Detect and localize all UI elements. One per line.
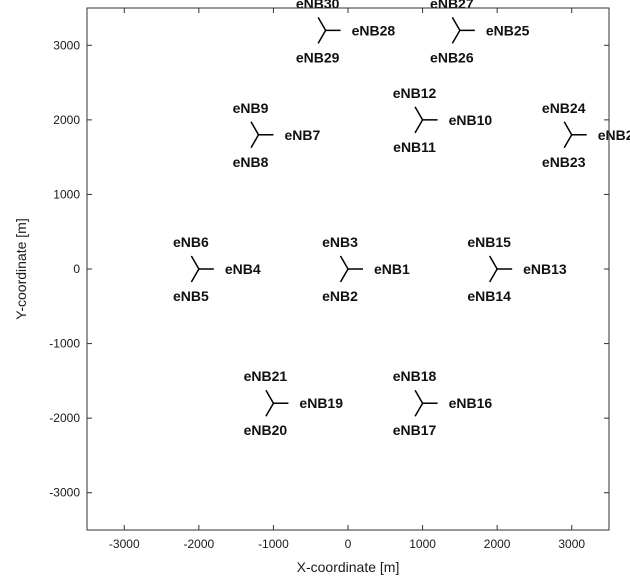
sector-label: eNB17	[393, 422, 437, 438]
y-tick-label: 3000	[53, 38, 80, 52]
sector-antenna	[265, 389, 275, 404]
plot-frame	[86, 7, 610, 531]
sector-label: eNB2	[322, 288, 358, 304]
sector-antenna	[190, 255, 200, 270]
axis-ticks: -3000 -2000 -1000 0 1000 2000 3000 -3000 -2000 -1…	[49, 8, 609, 551]
sector-label: eNB5	[173, 288, 209, 304]
enb-site: eNB7 eNB8 eNB9	[233, 100, 321, 170]
sector-label: eNB16	[449, 395, 493, 411]
sector-antenna	[488, 255, 498, 270]
sector-antenna	[451, 29, 461, 44]
sector-label: eNB26	[430, 49, 474, 65]
sector-antenna	[250, 134, 260, 149]
enb-site: eNB1 eNB2 eNB3	[322, 234, 410, 304]
sector-antenna	[265, 402, 275, 417]
sector-antenna	[190, 268, 200, 283]
x-tick-label: -3000	[109, 537, 140, 551]
y-tick-label: 1000	[53, 187, 80, 201]
x-axis-label: X-coordinate [m]	[297, 559, 400, 575]
sector-label: eNB8	[233, 154, 269, 170]
enb-site: eNB19 eNB20 eNB21	[244, 368, 344, 438]
sector-label: eNB30	[296, 0, 340, 11]
x-tick-label: 2000	[484, 537, 511, 551]
sector-label: eNB13	[523, 261, 567, 277]
y-tick-label: -3000	[49, 486, 80, 500]
y-tick-label: -2000	[49, 411, 80, 425]
enb-site: eNB25 eNB26 eNB27	[430, 0, 530, 65]
y-tick-label: -1000	[49, 337, 80, 351]
sector-label: eNB21	[244, 368, 288, 384]
x-tick-label: -2000	[184, 537, 215, 551]
x-tick-label: 3000	[558, 537, 585, 551]
sector-antenna	[451, 17, 461, 31]
sector-label: eNB6	[173, 234, 209, 250]
y-tick-label: 0	[73, 262, 80, 276]
enb-site: eNB22 eNB23 eNB24	[542, 100, 630, 170]
enb-site: eNB16 eNB17 eNB18	[393, 368, 493, 438]
sector-antenna	[414, 389, 424, 404]
sector-label: eNB19	[299, 395, 343, 411]
sector-label: eNB27	[430, 0, 474, 11]
sector-label: eNB7	[285, 127, 321, 143]
sector-label: eNB15	[467, 234, 511, 250]
x-tick-label: -1000	[258, 537, 289, 551]
enb-sites: eNB1 eNB2 eNB3 eNB4 eNB5 eNB6 eNB7 eNB8 eNB9 eNB1…	[173, 0, 630, 438]
sector-antenna	[414, 119, 424, 134]
sector-label: eNB14	[467, 288, 511, 304]
sector-label: eNB28	[352, 22, 396, 38]
y-tick-label: 2000	[53, 113, 80, 127]
sector-label: eNB25	[486, 22, 530, 38]
enb-site: eNB10 eNB11 eNB12	[393, 85, 493, 155]
sector-label: eNB22	[598, 127, 630, 143]
sector-antenna	[339, 255, 349, 270]
sector-antenna	[563, 134, 573, 149]
sector-label: eNB1	[374, 261, 410, 277]
sector-label: eNB20	[244, 422, 288, 438]
enb-site: eNB4 eNB5 eNB6	[173, 234, 261, 304]
sector-antenna	[414, 106, 424, 121]
sector-antenna	[339, 268, 349, 283]
sector-antenna	[563, 121, 573, 136]
enb-site: eNB13 eNB14 eNB15	[467, 234, 567, 304]
sector-antenna	[317, 17, 327, 31]
enb-site: eNB28 eNB29 eNB30	[296, 0, 396, 65]
sector-label: eNB23	[542, 154, 586, 170]
sector-label: eNB24	[542, 100, 586, 116]
sector-antenna	[414, 402, 424, 417]
sector-label: eNB12	[393, 85, 437, 101]
sector-label: eNB18	[393, 368, 437, 384]
sector-antenna	[250, 121, 260, 136]
sector-antenna	[317, 29, 327, 44]
x-tick-label: 1000	[409, 537, 436, 551]
x-tick-label: 0	[345, 537, 352, 551]
sector-label: eNB11	[393, 139, 436, 155]
sector-label: eNB9	[233, 100, 269, 116]
sector-antenna	[488, 268, 498, 283]
sector-label: eNB29	[296, 49, 340, 65]
sector-label: eNB10	[449, 112, 493, 128]
y-axis-label: Y-coordinate [m]	[13, 218, 29, 319]
sector-label: eNB4	[225, 261, 261, 277]
sector-label: eNB3	[322, 234, 358, 250]
